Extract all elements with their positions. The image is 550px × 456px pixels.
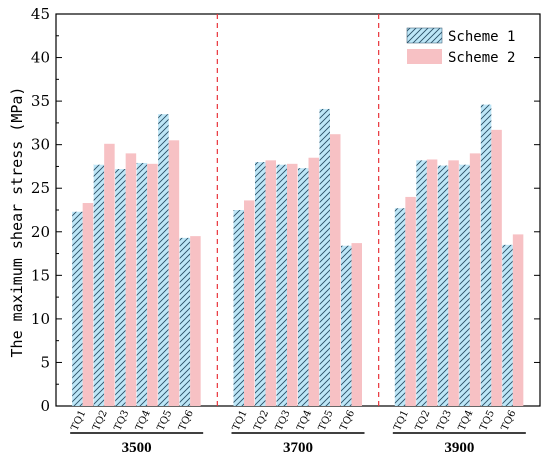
bar-3900-tq4-scheme-1 <box>459 164 470 406</box>
bar-3900-tq1-scheme-2 <box>405 196 416 406</box>
bar-3900-tq1-scheme-1 <box>394 208 406 406</box>
y-tick-label: 20 <box>31 223 50 241</box>
bar-3900-tq5-scheme-1 <box>480 104 492 407</box>
bar-3700-tq2-scheme-2 <box>265 160 276 406</box>
x-category-label: TQ2 <box>252 409 271 433</box>
x-category-label: TQ4 <box>457 409 476 433</box>
bar-3500-tq3-scheme-1 <box>115 169 126 406</box>
bar-3900-tq5-scheme-2 <box>491 129 502 406</box>
x-category-label: TQ4 <box>134 409 153 433</box>
bar-3500-tq6-scheme-2 <box>190 236 201 406</box>
x-category-label: TQ3 <box>274 409 293 433</box>
bar-3700-tq6-scheme-2 <box>351 243 362 406</box>
x-category-label: TQ3 <box>435 409 454 433</box>
bar-3700-tq5-scheme-1 <box>319 108 330 406</box>
bar-3700-tq3-scheme-2 <box>287 163 298 406</box>
y-tick-label: 25 <box>31 179 50 197</box>
x-category-label: TQ6 <box>338 409 357 433</box>
legend-swatch-scheme-2 <box>407 49 442 64</box>
bar-3500-tq4-scheme-1 <box>136 162 148 406</box>
legend-label-scheme-2: Scheme 2 <box>448 50 515 66</box>
group-label: 3700 <box>283 440 313 456</box>
legend: Scheme 1 Scheme 2 <box>406 27 515 66</box>
bar-3900-tq4-scheme-2 <box>469 153 481 406</box>
bar-3500-tq1-scheme-1 <box>72 211 83 406</box>
bar-3700-tq3-scheme-1 <box>276 164 287 406</box>
bar-3700-tq4-scheme-2 <box>308 157 319 406</box>
legend-swatch-scheme-1 <box>406 27 443 44</box>
x-category-label: TQ2 <box>91 409 110 433</box>
legend-label-scheme-1: Scheme 1 <box>448 29 515 45</box>
y-axis-label: The maximum shear stress (MPa) <box>8 87 26 358</box>
y-tick-label: 45 <box>31 5 50 23</box>
y-tick-label: 10 <box>31 310 50 328</box>
bar-3700-tq6-scheme-1 <box>341 245 352 406</box>
bar-3700-tq1-scheme-1 <box>233 210 244 406</box>
bar-3500-tq5-scheme-1 <box>158 114 169 406</box>
x-category-label: TQ5 <box>155 409 174 433</box>
x-category-label: TQ6 <box>177 409 196 433</box>
x-category-label: TQ3 <box>112 409 131 433</box>
bar-3900-tq2-scheme-1 <box>416 160 427 406</box>
x-category-label: TQ4 <box>295 409 314 433</box>
bar-3700-tq2-scheme-1 <box>255 162 266 406</box>
x-category-label: TQ1 <box>231 409 250 433</box>
y-tick-label: 15 <box>31 266 50 284</box>
x-category-label: TQ1 <box>69 409 88 433</box>
bar-3700-tq5-scheme-2 <box>330 134 341 407</box>
bar-3500-tq1-scheme-2 <box>82 203 94 406</box>
group-label: 3900 <box>444 440 474 456</box>
group-label: 3500 <box>122 440 152 456</box>
x-category-label: TQ6 <box>500 409 519 433</box>
bar-3700-tq4-scheme-1 <box>298 168 309 406</box>
x-category-label: TQ2 <box>414 409 433 433</box>
x-category-label: TQ1 <box>392 409 411 433</box>
bar-3500-tq3-scheme-2 <box>125 153 137 406</box>
y-tick-label: 30 <box>31 136 50 154</box>
bar-3500-tq2-scheme-1 <box>93 164 105 406</box>
bar-3500-tq5-scheme-2 <box>168 140 180 407</box>
x-category-label: TQ5 <box>478 409 497 433</box>
bar-3700-tq1-scheme-2 <box>244 200 255 406</box>
x-category-label: TQ5 <box>317 409 336 433</box>
bar-3900-tq6-scheme-1 <box>502 244 513 406</box>
y-tick-label: 0 <box>40 397 50 415</box>
bar-3900-tq3-scheme-1 <box>437 165 449 406</box>
y-tick-label: 40 <box>31 49 50 67</box>
y-tick-label: 5 <box>40 353 50 371</box>
bar-3500-tq4-scheme-2 <box>147 163 158 406</box>
y-tick-label: 35 <box>31 92 50 110</box>
bar-3500-tq6-scheme-1 <box>179 237 191 406</box>
bar-3900-tq3-scheme-2 <box>448 160 459 406</box>
bar-3500-tq2-scheme-2 <box>104 143 115 406</box>
bar-3900-tq6-scheme-2 <box>512 234 524 406</box>
bar-3900-tq2-scheme-2 <box>426 159 438 406</box>
